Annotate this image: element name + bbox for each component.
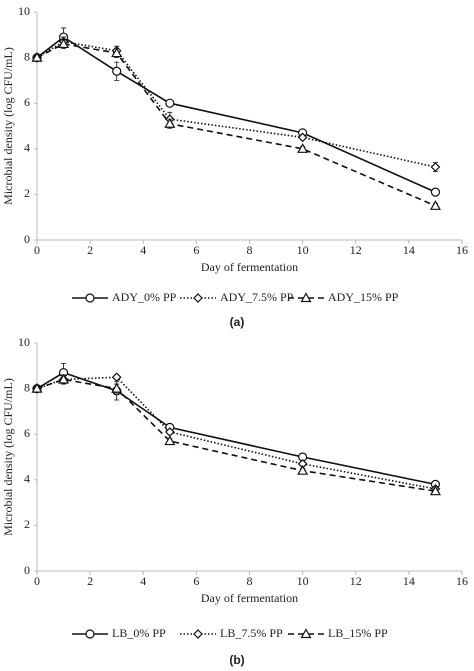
x-tick-label: 6 [193, 574, 199, 588]
x-tick-label: 16 [456, 574, 468, 588]
x-tick-label: 14 [403, 243, 415, 257]
x-tick-label: 14 [403, 574, 415, 588]
legend-label: LB_15% PP [328, 626, 388, 640]
marker [164, 117, 176, 128]
x-tick-label: 10 [297, 574, 309, 588]
series-line [36, 40, 436, 168]
marker [58, 38, 70, 49]
x-tick-label: 6 [193, 243, 199, 257]
legend-marker [193, 629, 203, 639]
x-tick-label: 8 [247, 243, 253, 257]
legend-label: ADY_15% PP [328, 290, 399, 304]
legend-label: ADY_0% PP [112, 290, 177, 304]
marker [430, 162, 441, 172]
marker [111, 47, 123, 58]
x-tick-label: 10 [297, 243, 309, 257]
legend-marker [300, 628, 312, 639]
x-tick-label: 12 [350, 574, 362, 588]
caption: (a) [230, 315, 245, 329]
x-tick-label: 8 [247, 574, 253, 588]
marker [430, 187, 441, 197]
y-tick-label: 4 [24, 472, 30, 486]
x-tick-label: 0 [34, 574, 40, 588]
marker [58, 373, 70, 384]
x-tick-label: 4 [140, 243, 146, 257]
x-axis-title: Day of fermentation [201, 591, 298, 605]
y-axis-title: Microbial density (log CFU/mL) [1, 378, 15, 536]
x-tick-label: 2 [87, 574, 93, 588]
caption: (b) [229, 653, 244, 667]
y-tick-label: 8 [24, 49, 30, 63]
y-tick-label: 6 [24, 95, 30, 109]
series-line [36, 376, 436, 490]
x-tick-label: 16 [456, 243, 468, 257]
y-tick-label: 8 [24, 380, 30, 394]
marker [429, 485, 441, 496]
marker [297, 464, 309, 475]
marker [165, 98, 175, 108]
legend-marker [193, 293, 203, 303]
x-tick-label: 12 [350, 243, 362, 257]
marker [111, 372, 122, 383]
legend-marker [85, 629, 95, 639]
series-line [36, 43, 436, 207]
y-tick-label: 0 [24, 563, 30, 577]
legend-label: LB_7.5% PP [220, 626, 283, 640]
marker [31, 51, 43, 62]
marker [429, 200, 441, 210]
y-tick-label: 2 [24, 186, 30, 200]
legend-marker [85, 293, 95, 303]
series-line [36, 371, 436, 486]
y-tick-label: 6 [24, 426, 30, 440]
legend-label: ADY_7.5% PP [220, 290, 294, 304]
marker [111, 382, 123, 393]
marker [31, 382, 43, 393]
marker [297, 132, 308, 143]
y-tick-label: 10 [18, 335, 30, 349]
y-tick-label: 2 [24, 517, 30, 531]
x-tick-label: 0 [34, 243, 40, 257]
x-tick-label: 4 [140, 574, 146, 588]
series-line [36, 378, 436, 492]
legend-label: LB_0% PP [112, 626, 166, 640]
legend-marker [300, 292, 312, 303]
y-tick-label: 10 [18, 4, 30, 18]
x-axis-title: Day of fermentation [201, 260, 298, 274]
series-line [36, 36, 436, 193]
x-tick-label: 2 [87, 243, 93, 257]
marker [164, 435, 176, 446]
y-tick-label: 4 [24, 141, 30, 155]
marker [112, 66, 122, 76]
y-tick-label: 0 [24, 232, 30, 246]
y-axis-title: Microbial density (log CFU/mL) [1, 47, 15, 205]
marker [297, 143, 309, 153]
